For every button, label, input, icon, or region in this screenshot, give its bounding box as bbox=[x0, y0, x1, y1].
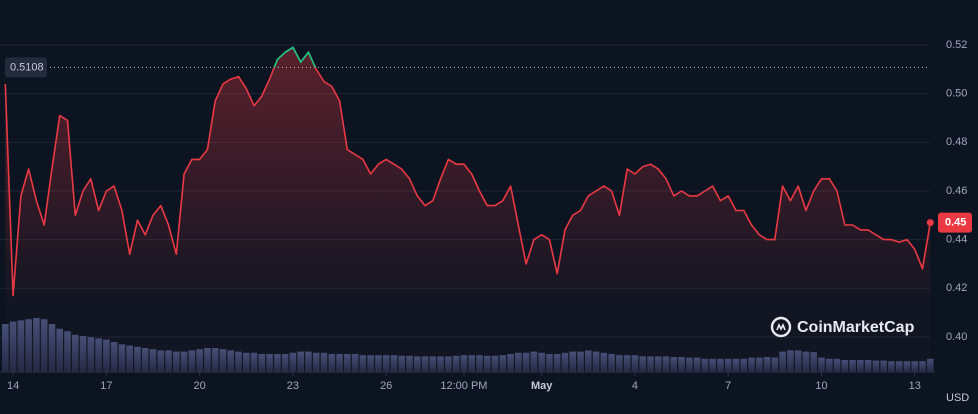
x-tick-label: 17 bbox=[100, 380, 112, 392]
x-tick-label: 4 bbox=[632, 380, 638, 392]
y-tick-label: 0.42 bbox=[946, 282, 967, 294]
x-tick-label: 26 bbox=[380, 380, 392, 392]
current-label: 0.45 bbox=[945, 217, 966, 229]
reference-tag bbox=[5, 57, 47, 78]
watermark-text: CoinMarketCap bbox=[797, 319, 915, 336]
price-area bbox=[5, 47, 931, 373]
current-tag bbox=[938, 212, 972, 233]
x-tick-label: 13 bbox=[909, 380, 921, 392]
x-tick-label: 14 bbox=[7, 380, 19, 392]
watermark: CoinMarketCap bbox=[770, 316, 915, 338]
x-tick-label: 12:00 PM bbox=[440, 380, 487, 392]
x-tick-label: 23 bbox=[287, 380, 299, 392]
price-line bbox=[4, 46, 932, 297]
x-tick-label: 20 bbox=[194, 380, 206, 392]
current-dot bbox=[926, 219, 934, 227]
y-tick-label: 0.40 bbox=[946, 331, 967, 343]
y-tick-label: 0.50 bbox=[946, 88, 967, 100]
logo-mark bbox=[776, 323, 786, 331]
x-tick-label: 10 bbox=[815, 380, 827, 392]
y-tick-label: 0.44 bbox=[946, 234, 967, 246]
logo bbox=[770, 316, 792, 338]
y-tick-label: 0.48 bbox=[946, 136, 967, 148]
currency-label: USD bbox=[946, 392, 969, 404]
y-tick-label: 0.46 bbox=[946, 185, 967, 197]
x-tick-label: May bbox=[531, 380, 553, 392]
reference-label: 0.5108 bbox=[10, 61, 44, 73]
y-tick-label: 0.52 bbox=[946, 39, 967, 51]
volume-bar bbox=[927, 358, 934, 372]
x-tick-label: 7 bbox=[725, 380, 731, 392]
